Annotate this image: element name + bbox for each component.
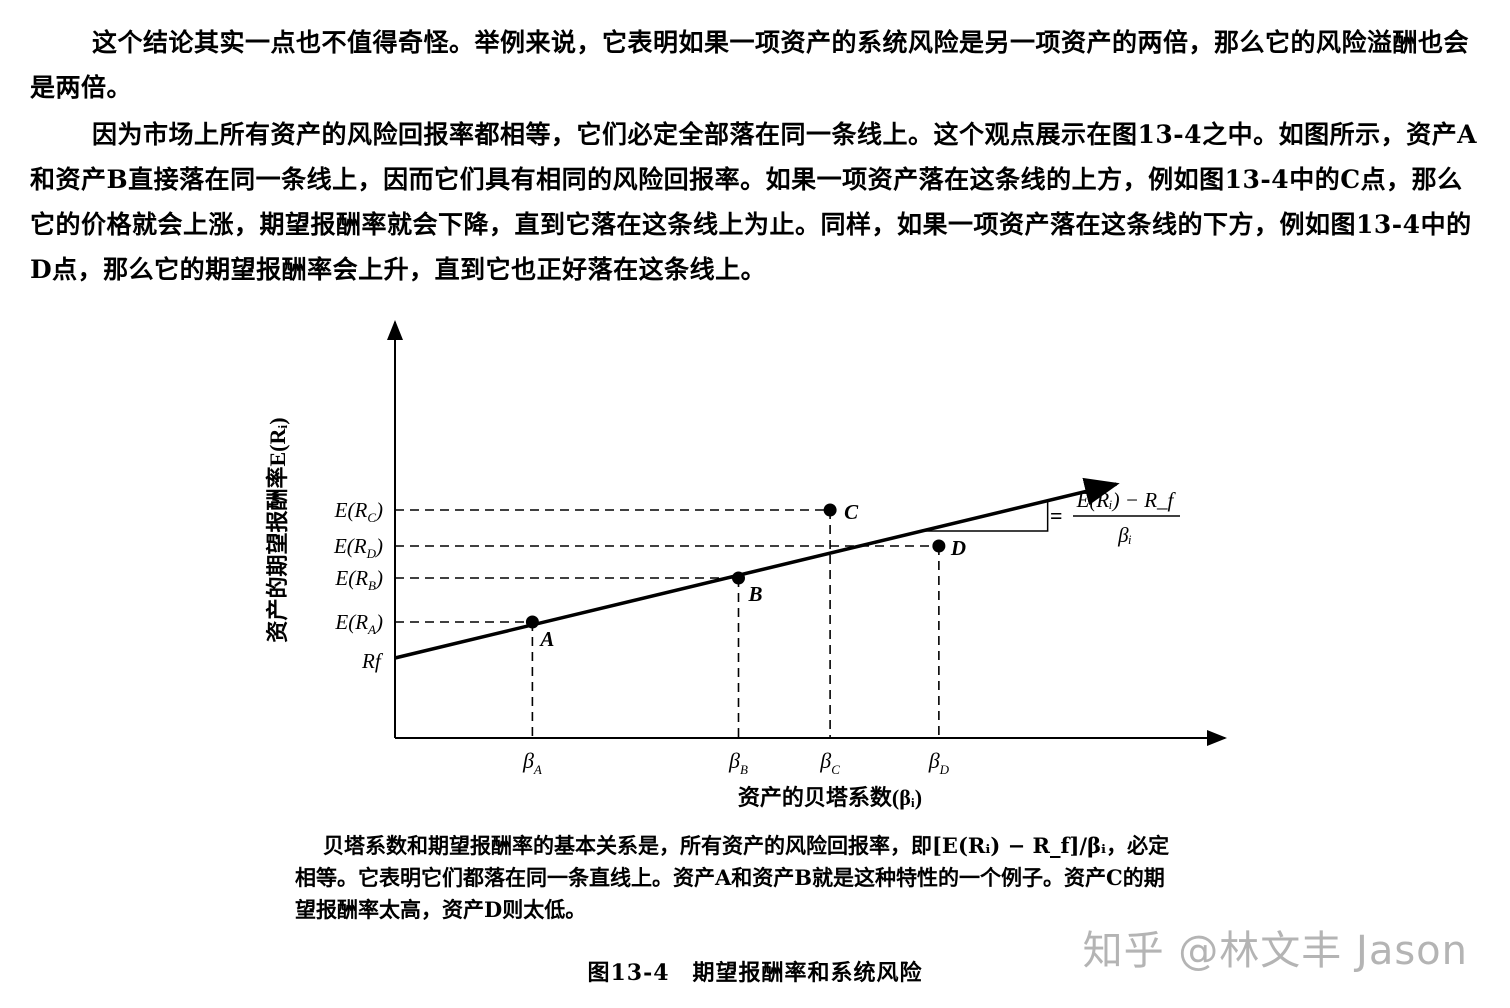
watermark: 知乎 @林文丰 Jason (1082, 928, 1468, 974)
beta-tick-b: βB (728, 748, 748, 777)
beta-tick-a: βA (522, 748, 542, 777)
slope-formula: = E(Rᵢ) − R_f βᵢ (1050, 488, 1180, 547)
sml-figure: A B C D Rf βA E(RA) βB E(RB) βC E(RC) βD E(RD) 资产的期… (265, 320, 1227, 810)
return-tick-a: E(RA) (334, 610, 383, 637)
figure-title: 图13-4 期望报酬率和系统风险 (587, 960, 923, 986)
dashed-guides (395, 509, 940, 738)
axis-tick-labels: Rf βA E(RA) βB E(RB) βC E(RC) βD E(RD) (333, 498, 950, 777)
point-label-a: A (538, 627, 554, 651)
point-label-c: C (844, 500, 859, 524)
x-axis-label: 资产的贝塔系数(βᵢ) (738, 785, 922, 810)
slope-numerator: E(Rᵢ) − R_f (1076, 488, 1177, 512)
slope-equals: = (1050, 503, 1063, 528)
return-tick-b: E(RB) (334, 566, 383, 593)
rf-label: Rf (361, 649, 384, 673)
point-a (525, 615, 539, 629)
beta-tick-c: βC (819, 748, 840, 777)
return-tick-c: E(RC) (334, 498, 383, 525)
y-axis-label: 资产的期望报酬率E(Rᵢ) (265, 417, 290, 642)
body-paragraph-2: 因为市场上所有资产的风险回报率都相等，它们必定全部落在同一条线上。这个观点展示在… (30, 120, 1477, 284)
figure-caption: 贝塔系数和期望报酬率的基本关系是，所有资产的风险回报率，即[E(Rᵢ) − R_… (295, 833, 1170, 922)
security-market-line (394, 477, 1120, 660)
point-label-d: D (950, 536, 966, 560)
slope-triangle-path (921, 500, 1049, 532)
slope-denominator: βᵢ (1117, 523, 1132, 547)
body-paragraph-1: 这个结论其实一点也不值得奇怪。举例来说，它表明如果一项资产的系统风险是另一项资产… (30, 28, 1470, 102)
beta-tick-d: βD (928, 748, 950, 777)
asset-points: A B C D (525, 500, 966, 651)
return-tick-d: E(RD) (333, 534, 383, 561)
point-c (823, 503, 837, 517)
slope-triangle (921, 500, 1049, 532)
point-d (932, 539, 946, 553)
point-label-b: B (748, 582, 763, 606)
point-b (732, 571, 745, 585)
